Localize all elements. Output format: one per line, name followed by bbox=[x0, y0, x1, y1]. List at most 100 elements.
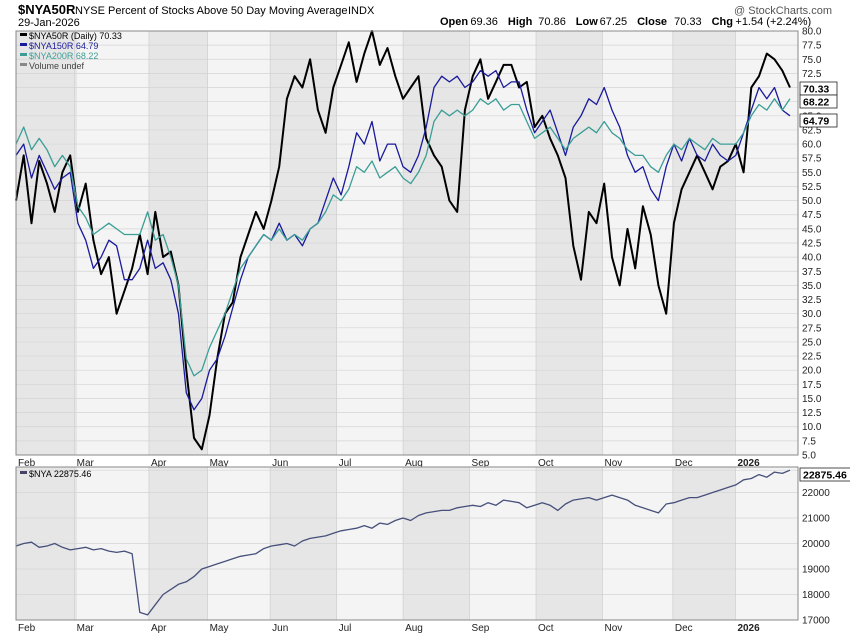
ohlc-value: 67.25 bbox=[600, 16, 628, 28]
ohlc-label: Low bbox=[576, 16, 598, 28]
series-line bbox=[15, 98, 791, 377]
y-tick-label: 10.0 bbox=[802, 422, 822, 433]
x-tick-label: Sep bbox=[472, 458, 490, 469]
ohlc-label: Open bbox=[440, 16, 468, 28]
chart-symbol: $NYA50R bbox=[18, 2, 76, 17]
series-line bbox=[15, 69, 791, 411]
y-tick-label: 37.5 bbox=[802, 267, 822, 278]
y-tick-label: 60.0 bbox=[802, 140, 822, 151]
x-tick-label: Jul bbox=[339, 623, 352, 633]
x-tick-label: Feb bbox=[18, 458, 36, 469]
y-tick-label: 27.5 bbox=[802, 323, 822, 334]
nya-panel-frame bbox=[15, 466, 799, 621]
x-tick-label: Sep bbox=[472, 623, 490, 633]
y-tick-label: 55.0 bbox=[802, 168, 822, 179]
y-tick-label: 22.5 bbox=[802, 352, 822, 363]
y-tick-label: 15.0 bbox=[802, 394, 822, 405]
x-tick-label: Mar bbox=[77, 458, 95, 469]
y-tick-label: 35.0 bbox=[802, 281, 822, 292]
x-tick-label: Dec bbox=[675, 458, 693, 469]
legend-label: $NYA200R 68.22 bbox=[29, 51, 98, 61]
chart-exchange: INDX bbox=[348, 5, 375, 17]
last-value-label: 22875.46 bbox=[803, 470, 847, 482]
y-tick-label: 19000 bbox=[802, 565, 830, 576]
legend-swatch bbox=[20, 63, 27, 66]
legend-label: $NYA50R (Daily) 70.33 bbox=[29, 31, 122, 41]
ohlc-label: High bbox=[508, 16, 533, 28]
y-tick-label: 5.0 bbox=[802, 451, 816, 462]
x-tick-label: Nov bbox=[605, 623, 623, 633]
x-tick-label: May bbox=[210, 458, 229, 469]
x-tick-label: Oct bbox=[538, 458, 554, 469]
ohlc-value: +1.54 (+2.24%) bbox=[735, 16, 811, 28]
ohlc-readout: Open 69.36 High 70.86 Low 67.25 Close 70.33 Chg +… bbox=[440, 16, 811, 28]
y-tick-label: 17000 bbox=[802, 616, 830, 627]
x-tick-label: Jul bbox=[339, 458, 352, 469]
y-tick-label: 77.5 bbox=[802, 41, 822, 52]
x-tick-label: May bbox=[210, 623, 229, 633]
legend-swatch bbox=[20, 43, 27, 46]
y-tick-label: 45.0 bbox=[802, 224, 822, 235]
y-tick-label: 52.5 bbox=[802, 182, 822, 193]
y-tick-label: 21000 bbox=[802, 514, 830, 525]
x-tick-label: Nov bbox=[605, 458, 623, 469]
nya-panel: 22000 21000 20000 19000 18000 17000 22875.46 Fe… bbox=[15, 466, 850, 633]
y-tick-label: 12.5 bbox=[802, 408, 822, 419]
legend-label: $NYA 22875.46 bbox=[29, 469, 91, 479]
last-value-label: 70.33 bbox=[803, 84, 829, 96]
series-line bbox=[15, 30, 791, 451]
chart-description: NYSE Percent of Stocks Above 50 Day Movi… bbox=[75, 5, 348, 17]
y-tick-label: 22000 bbox=[802, 488, 830, 499]
y-tick-label: 57.5 bbox=[802, 154, 822, 165]
y-tick-label: 18000 bbox=[802, 590, 830, 601]
y-tick-label: 40.0 bbox=[802, 253, 822, 264]
legend-swatch bbox=[20, 471, 27, 474]
last-value-label: 64.79 bbox=[803, 116, 829, 128]
last-value-label: 68.22 bbox=[803, 97, 829, 109]
y-tick-label: 30.0 bbox=[802, 309, 822, 320]
x-tick-label: 2026 bbox=[737, 458, 760, 469]
ohlc-value: 70.86 bbox=[538, 16, 566, 28]
ohlc-value: 70.33 bbox=[674, 16, 702, 28]
x-tick-label: Jun bbox=[272, 458, 288, 469]
y-tick-label: 80.0 bbox=[802, 27, 822, 38]
ohlc-label: Chg bbox=[712, 16, 733, 28]
y-tick-label: 47.5 bbox=[802, 210, 822, 221]
y-tick-label: 20.0 bbox=[802, 366, 822, 377]
chart-header: $NYA50R NYSE Percent of Stocks Above 50 … bbox=[18, 2, 832, 29]
y-tick-label: 7.5 bbox=[802, 436, 816, 447]
x-tick-label: Dec bbox=[675, 623, 693, 633]
x-tick-label: Oct bbox=[538, 623, 554, 633]
y-tick-label: 75.0 bbox=[802, 55, 822, 66]
ohlc-value: 69.36 bbox=[470, 16, 498, 28]
x-tick-label: Apr bbox=[151, 458, 167, 469]
legend-swatch bbox=[20, 33, 27, 36]
legend-label: Volume undef bbox=[29, 61, 85, 71]
y-tick-label: 20000 bbox=[802, 539, 830, 550]
y-tick-label: 17.5 bbox=[802, 380, 822, 391]
x-tick-label: Aug bbox=[405, 458, 423, 469]
indicator-panel: 80.077.575.072.570.067.565.062.560.057.5… bbox=[15, 27, 838, 469]
y-tick-label: 72.5 bbox=[802, 69, 822, 80]
x-tick-label: Jun bbox=[272, 623, 288, 633]
last-value-box bbox=[799, 113, 838, 128]
x-tick-label: Feb bbox=[18, 623, 36, 633]
x-tick-label: 2026 bbox=[737, 623, 760, 633]
y-tick-label: 62.5 bbox=[802, 125, 822, 136]
last-value-box bbox=[799, 94, 838, 109]
legend-swatch bbox=[20, 53, 27, 56]
y-tick-label: 50.0 bbox=[802, 196, 822, 207]
y-tick-label: 25.0 bbox=[802, 337, 822, 348]
ohlc-label: Close bbox=[637, 16, 667, 28]
y-tick-label: 42.5 bbox=[802, 239, 822, 250]
last-value-box bbox=[799, 467, 850, 482]
indicator-panel-frame bbox=[15, 30, 799, 456]
x-tick-label: Aug bbox=[405, 623, 423, 633]
series-line bbox=[15, 469, 791, 616]
x-tick-label: Apr bbox=[151, 623, 167, 633]
legend-label: $NYA150R 64.79 bbox=[29, 41, 98, 51]
y-tick-label: 32.5 bbox=[802, 295, 822, 306]
watermark: @ StockCharts.com bbox=[734, 5, 832, 17]
chart-date: 29-Jan-2026 bbox=[18, 17, 80, 29]
